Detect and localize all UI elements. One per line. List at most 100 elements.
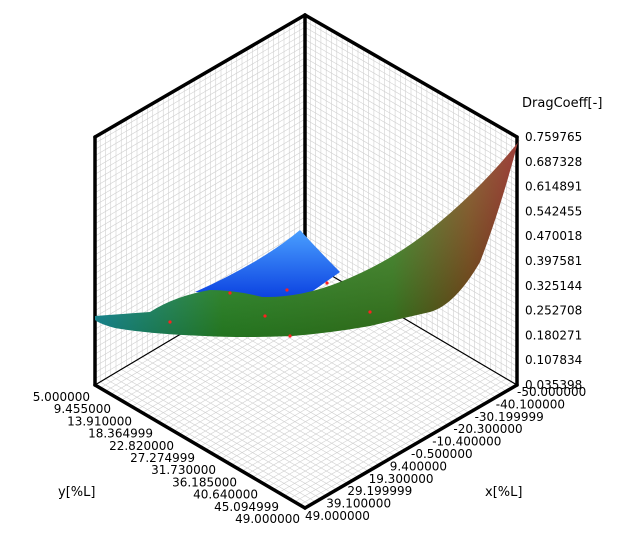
sample-point (285, 288, 289, 292)
grid-line (94, 69, 306, 194)
z-tick-label: 0.470018 (525, 229, 582, 243)
grid-line (304, 39, 518, 163)
z-axis-title: DragCoeff[-] (522, 96, 602, 111)
grid-line (94, 131, 306, 256)
grid-line (94, 137, 306, 262)
z-tick-label: 0.325144 (525, 279, 582, 293)
grid-line (105, 378, 316, 503)
grid-line (121, 369, 332, 493)
sample-point (368, 310, 372, 314)
grid-line (247, 350, 459, 475)
grid-line (168, 340, 380, 466)
x-tick-label: 9.400000 (390, 459, 447, 473)
x-tick-label: -50.000000 (517, 385, 586, 399)
grid-line (110, 375, 322, 500)
grid-line (94, 51, 306, 175)
grid-line (273, 365, 486, 490)
drag-surface (95, 140, 520, 337)
y-tick-label: 45.094999 (214, 500, 279, 514)
grid-line (189, 328, 401, 453)
grid-line (94, 100, 306, 225)
y-tick-label: 27.274999 (130, 451, 195, 465)
grid-line (100, 381, 311, 506)
grid-line (289, 375, 502, 500)
grid-line (257, 356, 470, 481)
grid-line (147, 353, 359, 478)
z-tick-label: 0.397581 (525, 254, 582, 268)
sample-point (288, 334, 292, 338)
y-tick-label: 49.000000 (235, 512, 300, 526)
grid-line (304, 33, 518, 156)
x-tick-label: 19.300000 (369, 472, 434, 486)
x-tick-label: 29.199999 (347, 484, 412, 498)
z-axis-ticks: 0.759765 0.687328 0.614891 0.542455 0.470018… (525, 130, 582, 392)
x-tick-label: -0.500000 (411, 447, 473, 461)
grid-line (299, 381, 512, 506)
grid-line (152, 350, 364, 475)
grid-line (94, 106, 306, 231)
grid-line (94, 20, 306, 144)
grid-line (304, 69, 518, 194)
x-axis-title: x[%L] (485, 485, 522, 500)
grid-line (131, 362, 343, 487)
grid-line (278, 369, 491, 493)
grid-line (215, 331, 428, 456)
grid-line (126, 365, 337, 490)
grid-line (304, 20, 518, 144)
x-tick-label: -20.300000 (453, 422, 522, 436)
y-tick-label: 18.364999 (88, 427, 153, 441)
grid-line (262, 359, 475, 484)
y-tick-label: 22.820000 (109, 439, 174, 453)
frame-edge (93, 383, 307, 510)
grid-line (304, 51, 518, 175)
grid-line (94, 124, 306, 249)
z-tick-label: 0.035398 (525, 378, 582, 392)
grid-line (163, 344, 375, 469)
grid-line (184, 331, 396, 456)
grid-line (268, 362, 481, 487)
y-tick-label: 9.455000 (54, 402, 111, 416)
grid-line (205, 325, 417, 450)
grid-line (283, 372, 496, 496)
sample-points (168, 281, 372, 338)
grid-line (115, 372, 327, 496)
sample-point (168, 320, 172, 324)
sample-point (228, 291, 232, 295)
y-axis-ticks: 5.0000009.45500013.91000018.36499922.820… (33, 390, 300, 526)
y-axis-title: y[%L] (58, 485, 95, 500)
grid-line (199, 322, 412, 447)
grid-line (157, 347, 369, 472)
y-tick-label: 40.640000 (193, 488, 258, 502)
grid-lines (94, 18, 518, 506)
grid-line (210, 328, 422, 453)
z-tick-label: 0.759765 (525, 130, 582, 144)
z-tick-label: 0.542455 (525, 204, 582, 218)
x-axis-ticks: -50.000000-40.100000-30.199999-20.300000… (305, 385, 586, 523)
frame-inner-edge (304, 259, 518, 386)
grid-line (304, 63, 518, 187)
z-tick-label: 0.252708 (525, 304, 582, 318)
grid-line (94, 75, 306, 200)
grid-line (94, 63, 306, 187)
z-tick-label: 0.614891 (525, 180, 582, 194)
grid-line (304, 26, 518, 150)
grid-line (94, 82, 306, 206)
grid-line (136, 359, 348, 484)
x-tick-label: 49.000000 (305, 509, 370, 523)
grid-line (236, 344, 449, 469)
grid-line (94, 94, 306, 218)
grid-line (94, 118, 306, 243)
grid-line (142, 356, 353, 481)
grid-line (241, 347, 454, 472)
grid-line (94, 57, 306, 181)
surface-shading (95, 140, 520, 337)
y-tick-label: 31.730000 (151, 463, 216, 477)
surface-blue-peak (195, 230, 340, 300)
y-tick-label: 36.185000 (172, 475, 237, 489)
grid-line (226, 337, 438, 463)
sample-point (263, 314, 267, 318)
grid-line (94, 45, 306, 169)
frame-edge (303, 13, 519, 139)
grid-line (178, 334, 390, 460)
